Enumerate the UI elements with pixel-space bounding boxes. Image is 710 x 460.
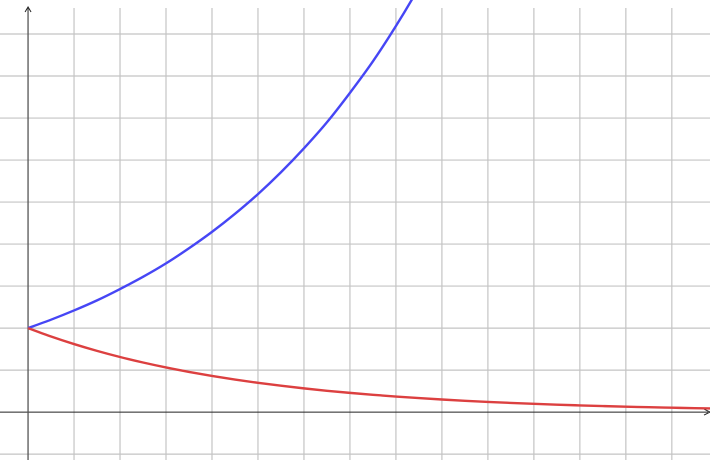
y-axis-arrow-icon (24, 6, 32, 13)
decay-curve (27, 326, 710, 410)
series-group (27, 0, 710, 410)
growth-curve (27, 0, 414, 330)
axes (0, 6, 710, 460)
x-axis-arrow-icon (703, 408, 710, 416)
grid (0, 8, 710, 460)
